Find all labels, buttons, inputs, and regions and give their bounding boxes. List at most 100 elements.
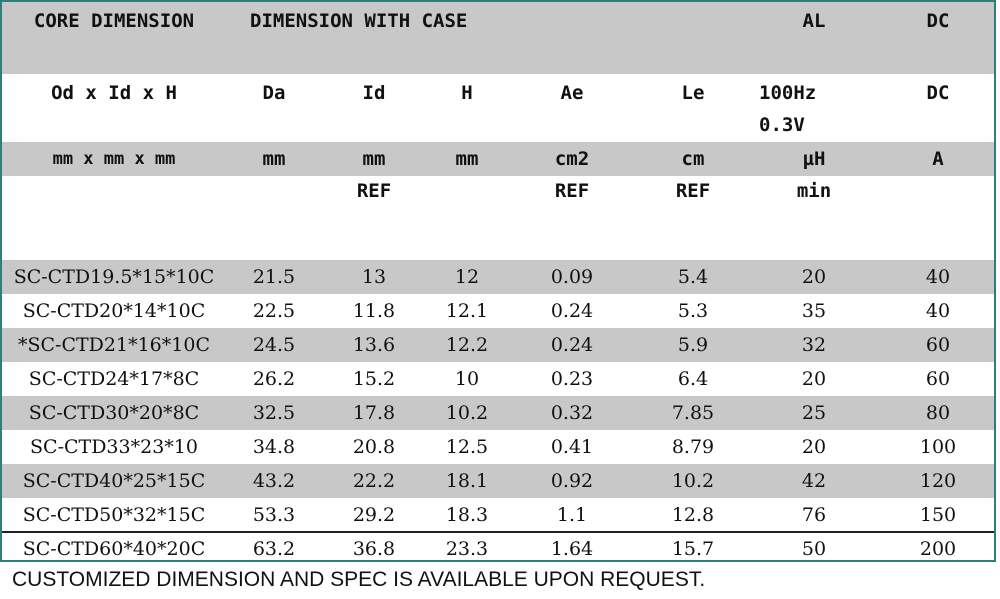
cell-id: 22.2: [352, 470, 396, 492]
table-row: SC-CTD33*23*10 34.8 20.8 12.5 0.41 8.79 20 100: [2, 430, 994, 464]
cell-ae: 1.64: [550, 538, 594, 560]
cell-le: 5.3: [677, 300, 709, 322]
cell-h: 10.2: [445, 402, 489, 424]
cell-le: 5.9: [677, 334, 709, 356]
cell-h: 12.5: [445, 436, 489, 458]
cell-ae: REF: [554, 180, 590, 202]
cell-id: 15.2: [352, 368, 396, 390]
cell-le: cm: [681, 148, 705, 170]
table-row: SC-CTD40*25*15C 43.2 22.2 18.1 0.92 10.2 42 120: [2, 464, 994, 498]
cell-al: 20: [801, 266, 827, 288]
cell-al: 42: [801, 470, 827, 492]
cell-al: 35: [801, 300, 827, 322]
cell-id: 20.8: [352, 436, 396, 458]
cell-part: SC-CTD50*32*15C: [22, 504, 206, 526]
table-row: SC-CTD19.5*15*10C 21.5 13 12 0.09 5.4 20 40: [2, 260, 994, 294]
cell-ae: 0.09: [550, 266, 594, 288]
header-param-row: Od x Id x H Da Id H Ae Le 100Hz 0.3V DC: [2, 74, 994, 142]
cell-h: H: [461, 82, 473, 104]
cell-ae: 0.92: [550, 470, 594, 492]
cell-da: mm: [262, 148, 286, 170]
footer-note: CUSTOMIZED DIMENSION AND SPEC IS AVAILAB…: [12, 568, 706, 591]
header-unit-row: mm x mm x mm mm mm mm cm2 cm µH A: [2, 142, 994, 176]
cell-id: mm: [362, 148, 386, 170]
cell-part: Od x Id x H: [51, 82, 177, 104]
cell-dc: A: [932, 148, 944, 170]
cell-part: SC-CTD40*25*15C: [22, 470, 206, 492]
table-row: *SC-CTD21*16*10C 24.5 13.6 12.2 0.24 5.9 32 60: [2, 328, 994, 362]
cell-da: 34.8: [252, 436, 296, 458]
cell-al: 20: [801, 368, 827, 390]
cell-ae: 0.32: [550, 402, 594, 424]
header-part: CORE DIMENSION: [33, 10, 195, 32]
cell-dc: 40: [925, 300, 951, 322]
cell-da: 32.5: [252, 402, 296, 424]
cell-dc: 200: [919, 538, 957, 560]
cell-part: SC-CTD30*20*8C: [28, 402, 200, 424]
cell-h: 12.1: [445, 300, 489, 322]
cell-id: 29.2: [352, 504, 396, 526]
cell-ae: 0.41: [550, 436, 594, 458]
cell-h: 23.3: [445, 538, 489, 560]
cell-h: 12.2: [445, 334, 489, 356]
cell-dc: 60: [925, 334, 951, 356]
cell-h: 12: [454, 266, 480, 288]
cell-al: 20: [801, 436, 827, 458]
cell-al: µH: [802, 148, 826, 170]
cell-part: SC-CTD19.5*15*10C: [13, 266, 215, 288]
cell-part: *SC-CTD21*16*10C: [18, 334, 210, 356]
cell-part: SC-CTD24*17*8C: [28, 368, 200, 390]
cell-h: mm: [455, 148, 479, 170]
cell-le: 10.2: [671, 470, 715, 492]
cell-le: 8.79: [671, 436, 715, 458]
cell-part: mm x mm x mm: [52, 149, 176, 169]
cell-ae: 0.24: [550, 334, 594, 356]
cell-h: 18.3: [445, 504, 489, 526]
spec-table: CORE DIMENSION DIMENSION WITH CASE AL DC Od …: [0, 0, 996, 562]
cell-ae: 1.1: [556, 504, 588, 526]
cell-al: 100Hz 0.3V: [759, 74, 869, 142]
cell-al: 76: [801, 504, 827, 526]
cell-id: 17.8: [352, 402, 396, 424]
cell-part: SC-CTD60*40*20C: [22, 538, 206, 560]
cell-id: 11.8: [352, 300, 396, 322]
cell-da: 63.2: [252, 538, 296, 560]
cell-id: Id: [362, 82, 386, 104]
cell-le: 15.7: [671, 538, 715, 560]
cell-dc: 120: [919, 470, 957, 492]
cell-da: 21.5: [252, 266, 296, 288]
cell-le: Le: [681, 82, 705, 104]
cell-part: SC-CTD33*23*10: [30, 436, 198, 458]
cell-id: 13.6: [352, 334, 396, 356]
cell-ae: Ae: [560, 82, 584, 104]
param-line: 0.3V: [759, 114, 805, 136]
cell-dc: 80: [925, 402, 951, 424]
cell-ae: 0.24: [550, 300, 594, 322]
cell-al: 25: [801, 402, 827, 424]
cell-ae: 0.23: [550, 368, 594, 390]
header-note-row: REF REF REF min: [2, 176, 994, 260]
cell-le: 6.4: [677, 368, 709, 390]
param-line: 100Hz: [759, 82, 817, 104]
cell-le: 12.8: [671, 504, 715, 526]
cell-da: 43.2: [252, 470, 296, 492]
cell-h: 18.1: [445, 470, 489, 492]
header-al: AL: [802, 10, 826, 32]
cell-dc: 100: [919, 436, 957, 458]
cell-id: 36.8: [352, 538, 396, 560]
header-dc: DC: [926, 10, 950, 32]
cell-le: REF: [675, 180, 711, 202]
header-title-row: CORE DIMENSION DIMENSION WITH CASE AL DC: [2, 2, 994, 74]
cell-id: REF: [356, 180, 392, 202]
cell-ae: cm2: [554, 148, 590, 170]
cell-da: 22.5: [252, 300, 296, 322]
header-dimension-with-case: DIMENSION WITH CASE: [250, 10, 468, 32]
cell-al: min: [796, 180, 832, 202]
table-row: SC-CTD60*40*20C 63.2 36.8 23.3 1.64 15.7 50 200: [2, 532, 994, 560]
cell-dc: 150: [919, 504, 957, 526]
row-divider: [2, 531, 994, 533]
cell-da: 26.2: [252, 368, 296, 390]
cell-id: 13: [361, 266, 387, 288]
cell-part: SC-CTD20*14*10C: [22, 300, 206, 322]
table-row: SC-CTD20*14*10C 22.5 11.8 12.1 0.24 5.3 35 40: [2, 294, 994, 328]
